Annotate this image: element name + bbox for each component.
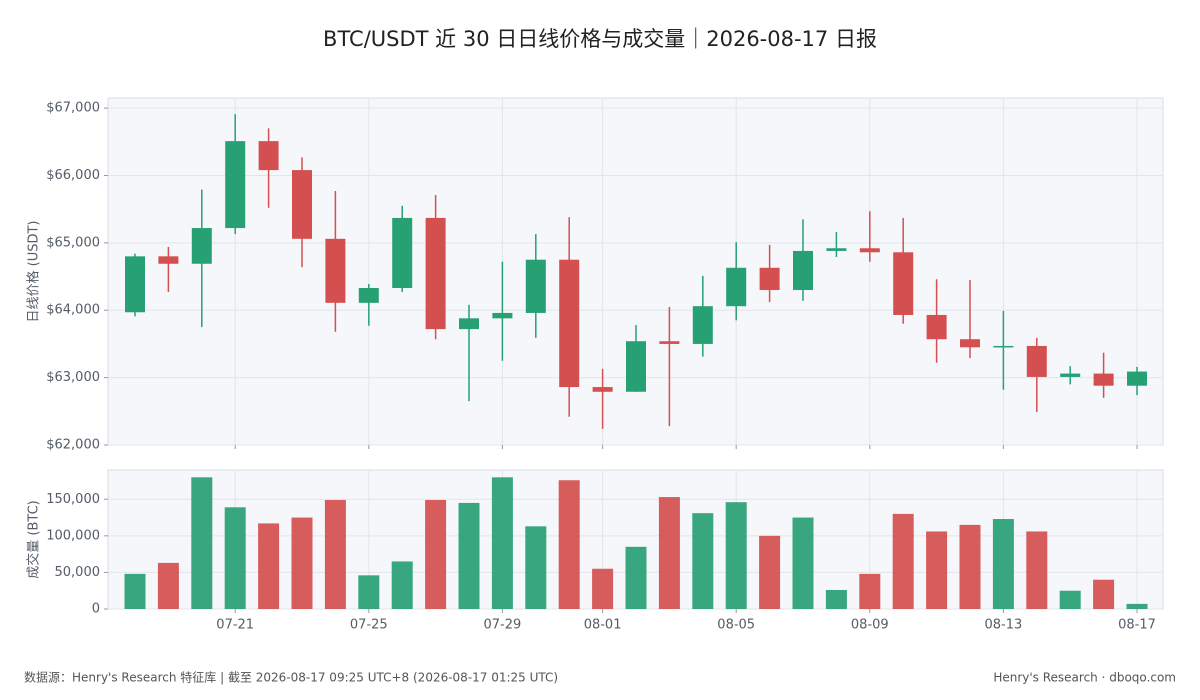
y-tick-label: $63,000 <box>46 370 100 385</box>
y-tick-label: 0 <box>92 602 100 617</box>
candle-body <box>592 387 613 392</box>
volume-bar <box>124 573 146 609</box>
volume-bar <box>1126 603 1148 609</box>
volume-bar <box>1026 531 1048 609</box>
x-tick-label: 07-21 <box>216 618 254 633</box>
candle-body <box>1127 371 1147 386</box>
volume-bar <box>458 502 480 609</box>
volume-bar <box>658 497 680 609</box>
candle-body <box>726 267 747 307</box>
candle-body <box>826 248 847 251</box>
y-tick-label: $62,000 <box>46 438 100 453</box>
y-tick-label: $67,000 <box>46 101 100 116</box>
volume-bar <box>191 477 213 609</box>
volume-bar <box>992 519 1014 609</box>
candle-body <box>859 248 880 253</box>
candle-body <box>358 288 379 303</box>
y-tick-label: $64,000 <box>46 303 100 318</box>
candle-body <box>1026 345 1047 377</box>
candle-body <box>292 170 312 239</box>
volume-bar <box>792 517 814 609</box>
candle-body <box>325 238 346 303</box>
candle-body <box>960 339 980 348</box>
candle-body <box>1060 373 1081 377</box>
candle-body <box>525 259 546 313</box>
y-axis-label: 成交量 (BTC) <box>26 500 42 578</box>
candle-body <box>459 318 479 330</box>
volume-bar <box>859 573 881 609</box>
volume-bar <box>892 513 914 609</box>
volume-bar <box>592 568 614 609</box>
x-tick-label: 08-09 <box>851 618 889 633</box>
candle-body <box>225 141 246 229</box>
volume-bar <box>1093 579 1115 609</box>
volume-bar <box>291 517 313 609</box>
volume-bar <box>558 480 580 609</box>
volume-bar <box>959 524 981 609</box>
candle-body <box>425 217 446 330</box>
candle-body <box>125 256 145 313</box>
y-tick-label: 50,000 <box>55 565 101 580</box>
volume-bar <box>425 499 447 609</box>
volume-bar <box>525 526 547 609</box>
candle-body <box>626 341 646 392</box>
candle-body <box>559 259 580 388</box>
y-tick-label: 100,000 <box>46 528 100 543</box>
candle-body <box>659 341 680 344</box>
y-tick-label: $66,000 <box>46 168 100 183</box>
volume-bar <box>692 513 714 609</box>
footer-source: 数据源：Henry's Research 特征库 | 截至 2026-08-17… <box>24 670 558 685</box>
volume-bar <box>491 477 513 609</box>
candle-body <box>692 306 713 344</box>
volume-bar <box>157 562 179 609</box>
volume-bar <box>825 589 847 609</box>
x-tick-label: 08-17 <box>1118 618 1156 633</box>
y-tick-label: $65,000 <box>46 235 100 250</box>
candle-body <box>893 252 914 315</box>
y-tick-label: 150,000 <box>46 492 100 507</box>
candle-body <box>392 217 413 289</box>
volume-bar <box>224 507 246 609</box>
candle-body <box>492 312 513 319</box>
x-tick-label: 08-13 <box>985 618 1023 633</box>
y-axis-label: 日线价格 (USDT) <box>26 221 42 323</box>
volume-bar <box>258 523 280 609</box>
volume-bar <box>759 535 781 609</box>
x-tick-label: 08-01 <box>584 618 622 633</box>
candle-body <box>759 267 780 291</box>
x-tick-label: 08-05 <box>717 618 755 633</box>
x-tick-label: 07-25 <box>350 618 388 633</box>
candle-body <box>258 141 279 171</box>
volume-bar <box>391 561 413 609</box>
candle-body <box>926 314 947 340</box>
candle-body <box>191 228 212 264</box>
chart-title: BTC/USDT 近 30 日日线价格与成交量｜2026-08-17 日报 <box>323 27 877 51</box>
x-tick-label: 07-29 <box>484 618 522 633</box>
footer-brand: Henry's Research · dboqo.com <box>993 671 1176 685</box>
volume-bar <box>1059 590 1081 609</box>
candle-body <box>793 250 813 291</box>
volume-bar <box>358 575 380 609</box>
volume-bar <box>725 502 747 609</box>
candle-body <box>1093 373 1114 386</box>
volume-bar <box>926 531 948 609</box>
candle-body <box>993 345 1014 348</box>
volume-bar <box>324 499 346 609</box>
volume-bar <box>625 546 647 609</box>
candle-body <box>158 256 179 264</box>
